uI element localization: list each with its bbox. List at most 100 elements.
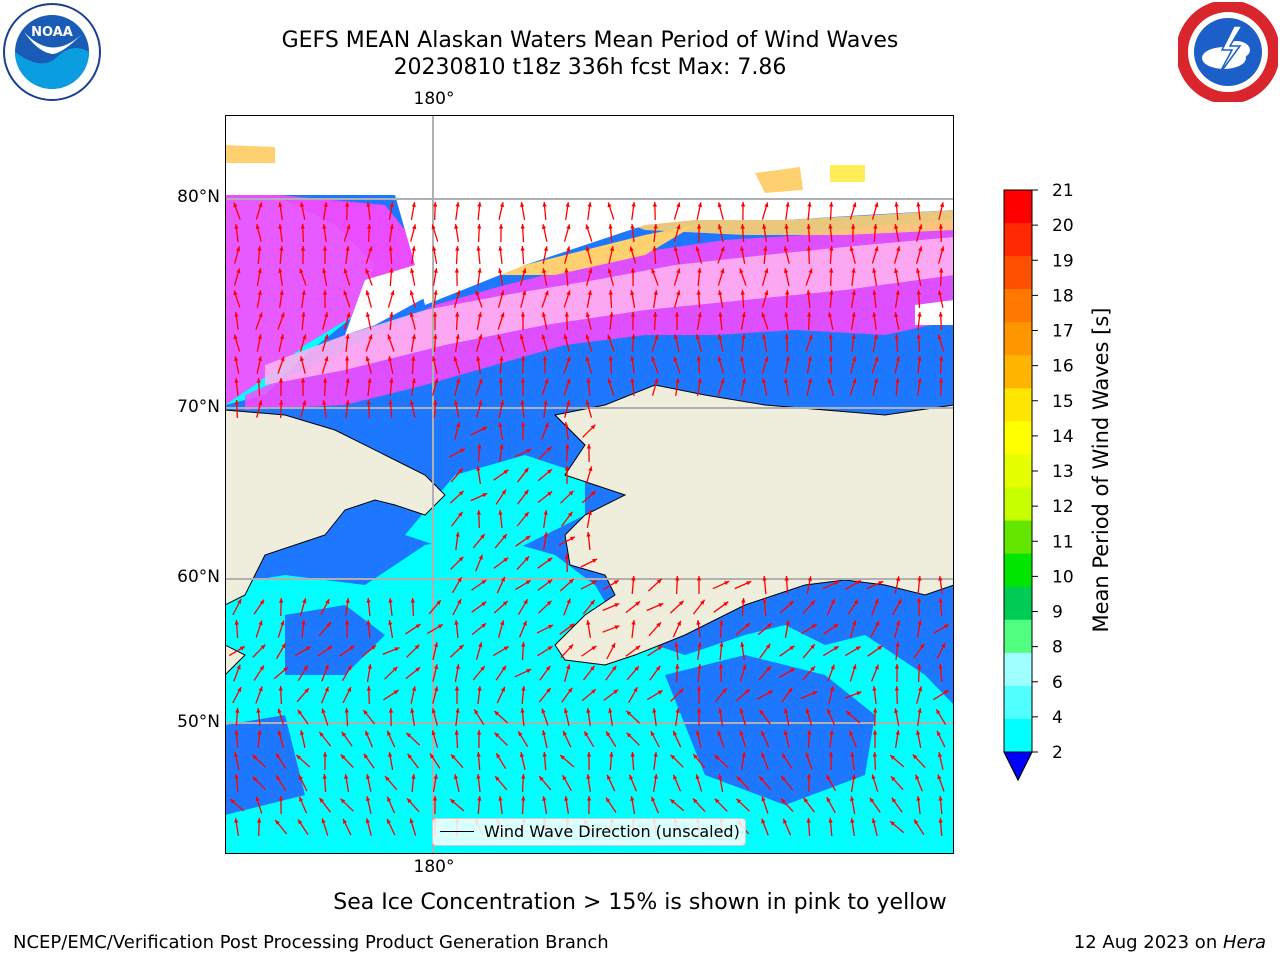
wind-arrow-head (719, 620, 724, 625)
wind-arrow-head (234, 224, 239, 229)
wind-arrow-head (322, 752, 328, 757)
wind-arrow-head (277, 708, 282, 714)
wind-arrow-head (916, 730, 921, 735)
wind-arrow-head (522, 268, 527, 274)
wind-arrow-head (474, 709, 479, 715)
wind-arrow-head (697, 268, 702, 273)
wind-arrow-head (477, 224, 482, 229)
wind-arrow-head (387, 334, 392, 340)
wind-arrow-head (696, 290, 701, 295)
wind-arrow-head (519, 334, 524, 340)
wind-arrow-head (653, 312, 658, 317)
wind-arrow-head (917, 708, 922, 713)
wind-arrow-head (937, 752, 943, 758)
wind-arrow-head (631, 576, 636, 581)
colorbar-tick-label: 18 (1052, 286, 1074, 306)
sea-ice-area (755, 167, 803, 193)
wind-arrow-head (236, 268, 241, 274)
wind-arrow-head (766, 666, 771, 671)
wind-arrow-head (740, 246, 745, 251)
wind-arrow-head (541, 730, 547, 736)
wind-arrow-head (656, 578, 662, 584)
wind-arrow-head (855, 646, 861, 651)
wind-arrow-head (544, 378, 549, 384)
wind-arrow-head (764, 290, 769, 296)
wind-arrow-head (761, 312, 766, 318)
wind-arrow-head (656, 622, 661, 628)
wind-arrow-head (850, 796, 855, 801)
wind-arrow-head (673, 730, 678, 736)
map-plot (225, 115, 954, 854)
wind-arrow-head (827, 378, 832, 384)
wind-arrow-head (873, 708, 878, 713)
wind-arrow-head (481, 623, 486, 628)
wind-arrow-head (916, 334, 921, 339)
wind-arrow-head (894, 664, 900, 669)
wind-arrow-head (454, 400, 459, 405)
wind-arrow-head (459, 448, 465, 453)
wind-arrow-head (692, 798, 698, 804)
wind-arrow-head (871, 818, 877, 824)
wind-arrow-head (783, 708, 789, 714)
wind-arrow-head (700, 599, 705, 605)
wind-arrow-head (693, 754, 698, 759)
wind-arrow-head (653, 774, 658, 779)
wind-arrow-head (300, 378, 306, 383)
wind-arrow-head (388, 246, 393, 251)
wind-arrow-head (740, 224, 745, 229)
wind-arrow-head (415, 667, 421, 672)
wind-arrow-head (740, 202, 746, 207)
wind-arrow-head (388, 356, 393, 361)
wind-arrow-head (458, 511, 463, 517)
wind-arrow-head (630, 312, 636, 317)
wind-arrow-head (257, 730, 262, 735)
wind-arrow-head (741, 752, 746, 757)
wind-arrow-head (499, 356, 504, 361)
wind-arrow-head (365, 268, 370, 274)
wind-arrow-head (720, 378, 725, 384)
wind-arrow-head (651, 356, 656, 362)
wind-arrow-head (411, 202, 416, 207)
wind-arrow-head (502, 534, 507, 539)
sea-ice-area (485, 225, 695, 275)
wind-arrow-head (675, 576, 680, 581)
wind-arrow-head (411, 334, 416, 339)
wind-arrow-head (849, 246, 854, 252)
wind-arrow-head (301, 312, 306, 317)
wind-arrow-head (236, 246, 241, 252)
wind-arrow-head (234, 620, 239, 625)
wind-arrow-head (937, 334, 942, 340)
nws-logo-icon (1178, 2, 1278, 102)
wind-arrow-head (724, 581, 730, 586)
lat-label-70: 70°N (177, 397, 220, 417)
wind-arrow-head (431, 356, 437, 362)
wind-arrow-head (943, 690, 949, 695)
wind-arrow-head (918, 686, 923, 692)
colorbar-tick-label: 2 (1052, 743, 1063, 763)
wind-arrow-head (343, 290, 348, 296)
lat-label-80: 80°N (177, 187, 220, 207)
wind-arrow-head (279, 400, 284, 405)
wind-arrow-head (322, 290, 328, 295)
wind-arrow-head (569, 623, 575, 629)
wind-arrow-head (410, 268, 415, 273)
wind-arrow-head (520, 422, 526, 427)
wind-arrow-head (789, 645, 795, 651)
wind-arrow-head (607, 378, 612, 384)
wind-arrow-head (918, 224, 923, 230)
wind-arrow-head (547, 579, 553, 585)
wind-arrow-head (939, 356, 944, 361)
wind-arrow-head (745, 689, 750, 694)
wind-arrow-head (520, 400, 525, 405)
wind-arrow-head (388, 400, 393, 405)
wind-arrow-head (917, 378, 922, 383)
wind-arrow-head (366, 598, 371, 603)
wind-arrow-head (393, 690, 399, 695)
wind-arrow-head (565, 202, 570, 207)
wind-arrow-head (406, 732, 412, 738)
wind-arrow-head (718, 774, 723, 779)
wind-arrow-head (764, 202, 769, 208)
wind-arrow-head (340, 754, 346, 760)
wind-arrow-head (453, 356, 458, 362)
wind-arrow-head (717, 334, 723, 339)
